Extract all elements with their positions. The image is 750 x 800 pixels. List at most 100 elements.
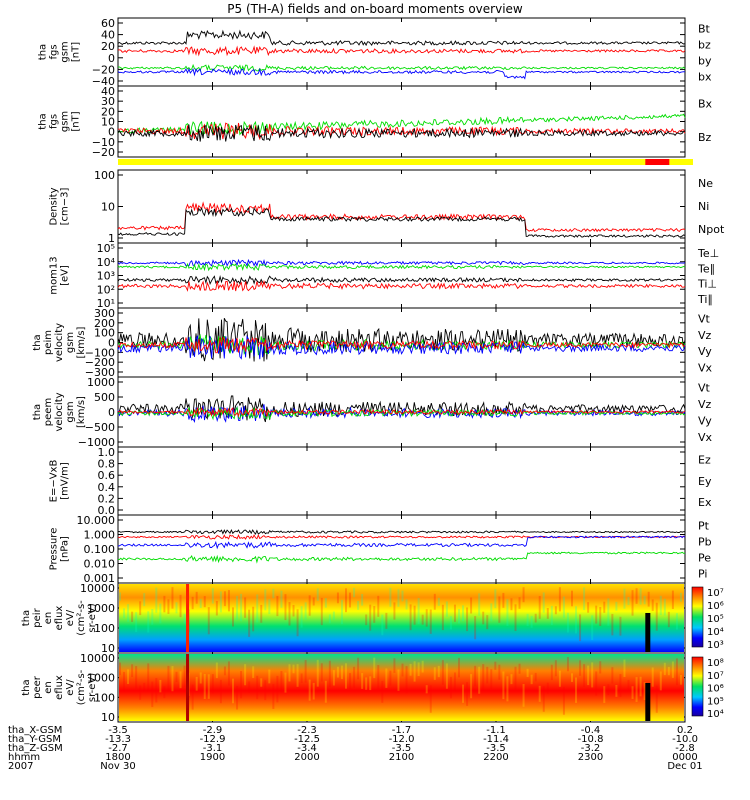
- legend-entry-ti∥: Ti∥: [697, 293, 713, 306]
- spectrogram-texture: [127, 604, 130, 622]
- y-tick-label: −20: [92, 146, 115, 159]
- ephemeris-value: -0.4: [581, 725, 601, 736]
- spectrogram-texture: [449, 676, 452, 699]
- spectrogram-texture: [361, 593, 364, 606]
- spectrogram-texture: [490, 669, 493, 689]
- spectrogram-texture: [292, 664, 295, 674]
- spectrogram-texture: [280, 670, 283, 693]
- spectrogram-texture: [575, 677, 578, 703]
- spectrogram-feature: [186, 654, 190, 721]
- spectrogram-texture: [336, 592, 339, 604]
- spectrogram-texture: [579, 660, 582, 676]
- y-axis-label: gsm: [65, 401, 76, 422]
- spectrogram-texture: [236, 686, 239, 710]
- series-bz: [117, 45, 686, 57]
- spectrogram-texture: [389, 587, 392, 607]
- spectrogram-texture: [663, 598, 666, 616]
- spectrogram-texture: [458, 657, 460, 678]
- spectrogram-texture: [373, 606, 376, 623]
- spectrogram-texture: [562, 596, 565, 618]
- spectrogram-texture: [498, 664, 501, 680]
- spectrogram-texture: [631, 590, 634, 616]
- spectrogram-texture: [655, 602, 658, 631]
- series-bx: [117, 67, 686, 80]
- spectrogram-texture: [526, 613, 529, 627]
- spectrogram-texture: [623, 588, 626, 609]
- spectrogram-texture: [272, 588, 275, 599]
- spectrogram-texture: [280, 590, 283, 608]
- spectrogram-texture: [159, 679, 162, 693]
- spectrogram-texture: [365, 614, 368, 626]
- y-tick-label: 200: [94, 317, 115, 330]
- legend-entry-npot: Npot: [698, 223, 725, 236]
- spectrogram-texture: [345, 663, 347, 689]
- y-tick-label: −10: [92, 136, 115, 149]
- series-vz-2: [117, 407, 686, 418]
- spectrogram-texture: [203, 673, 206, 699]
- spectrogram-texture: [518, 597, 521, 609]
- panel-frame: [117, 169, 686, 244]
- spectrogram-texture: [671, 590, 674, 610]
- y-axis-label: tha: [32, 334, 43, 350]
- spectrogram-texture: [215, 662, 218, 679]
- spectrogram-texture: [119, 592, 121, 601]
- spectrogram-texture: [357, 657, 360, 680]
- y-axis-label: [nT]: [71, 111, 82, 131]
- spectrogram-texture: [332, 670, 335, 686]
- spectrogram-texture: [227, 661, 230, 686]
- spectrogram-texture: [195, 591, 198, 604]
- spectrogram-texture: [324, 598, 327, 608]
- spectrogram-gap: [645, 683, 651, 721]
- spectrogram-texture: [587, 665, 590, 686]
- spectrogram-texture: [421, 614, 424, 625]
- spectrogram-texture: [478, 666, 481, 694]
- y-tick-label: 10000: [80, 652, 115, 665]
- spectrogram-texture: [506, 599, 509, 626]
- end-date-label: Dec 01: [667, 761, 702, 772]
- y-tick-label: −1000: [78, 436, 115, 449]
- spectrogram-texture: [260, 604, 263, 623]
- colorbar-label: 10⁸: [707, 658, 724, 669]
- y-tick-label: 10⁵: [97, 242, 115, 255]
- spectrogram-texture: [591, 662, 594, 688]
- legend-entry-ti⊥: Ti⊥: [697, 278, 717, 291]
- year-label: 2007: [8, 761, 33, 772]
- spectrogram-texture: [510, 674, 513, 685]
- x-tick-label: 2100: [389, 752, 414, 763]
- spectrogram-texture: [425, 609, 428, 627]
- colorbar-label: 10⁴: [707, 627, 724, 638]
- spectrogram-texture: [131, 664, 134, 678]
- spectrogram-texture: [312, 597, 315, 606]
- spectrogram-texture: [373, 657, 376, 679]
- spectrogram-texture: [635, 588, 638, 604]
- spectrogram-texture: [603, 686, 606, 703]
- page-title: P5 (TH-A) fields and on-board moments ov…: [227, 2, 523, 16]
- spectrogram-texture: [211, 674, 214, 694]
- spectrogram-texture: [474, 616, 477, 640]
- series-by: [117, 63, 686, 72]
- spectrogram-texture: [538, 595, 541, 619]
- y-tick-label: 0.010: [84, 558, 116, 571]
- spectrogram-texture: [579, 614, 582, 642]
- spectrogram-texture: [639, 588, 642, 605]
- spectrogram-texture: [155, 587, 158, 613]
- spectrogram-texture: [663, 662, 666, 676]
- spectrogram-texture: [599, 607, 602, 627]
- spectrogram-texture: [357, 600, 360, 610]
- y-axis-label: gsm: [60, 111, 71, 132]
- y-axis-label: Density: [49, 187, 60, 225]
- ephemeris-value: -2.7: [108, 743, 128, 754]
- series-te-par: [117, 262, 686, 272]
- spectrogram-texture: [284, 672, 287, 693]
- ephemeris-label: tha_Z-GSM: [8, 743, 63, 754]
- x-tick-label: 2000: [294, 752, 319, 763]
- spectrogram-texture: [219, 591, 222, 613]
- y-axis-label: [mV/m]: [60, 462, 71, 500]
- series-te-perp: [117, 258, 686, 268]
- spectrogram-texture: [369, 604, 372, 631]
- colorbar-label: 10⁵: [707, 696, 724, 707]
- spectrogram-texture: [312, 682, 315, 700]
- spectrogram-texture: [490, 603, 493, 622]
- spectrogram-texture: [595, 605, 598, 624]
- ephemeris-value: -12.9: [200, 734, 226, 745]
